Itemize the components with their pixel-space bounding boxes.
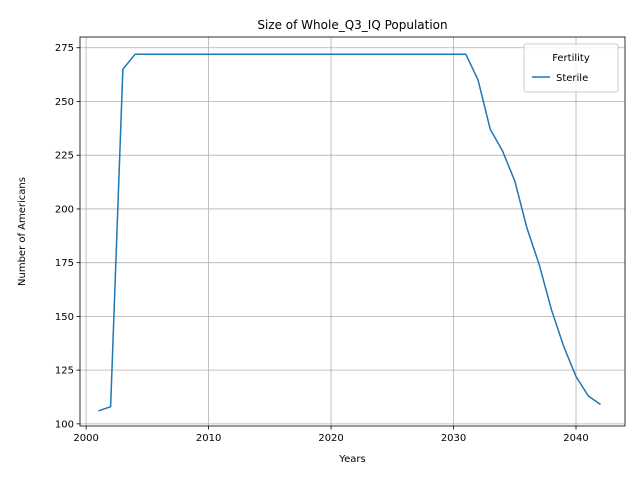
x-tick-label: 2030 [441,433,466,444]
x-tick-label: 2010 [196,433,221,444]
chart-title: Size of Whole_Q3_IQ Population [257,18,447,32]
y-tick-label: 200 [55,204,74,215]
legend-label-sterile: Sterile [556,73,588,84]
y-tick-label: 225 [55,151,74,162]
x-tick-label: 2020 [318,433,343,444]
legend: Fertility Sterile [523,43,619,93]
x-tick-label: 2000 [73,433,98,444]
x-axis-label: Years [338,454,365,465]
y-tick-label: 175 [55,258,74,269]
y-tick-label: 275 [55,43,74,54]
y-axis-label: Number of Americans [17,177,28,286]
series-line-sterile [98,53,601,412]
legend-box [523,43,619,93]
legend-title: Fertility [552,53,590,64]
y-tick-label: 100 [55,419,74,430]
y-tick-label: 250 [55,97,74,108]
series-layer [98,53,601,412]
y-tick-label: 125 [55,366,74,377]
plot-frame [79,36,626,427]
axis-ticks: 2000 2010 2020 2030 2040 100 125 150 175 200 225 25… [55,43,589,444]
y-tick-label: 150 [55,312,74,323]
x-tick-label: 2040 [563,433,588,444]
grid [80,37,625,426]
